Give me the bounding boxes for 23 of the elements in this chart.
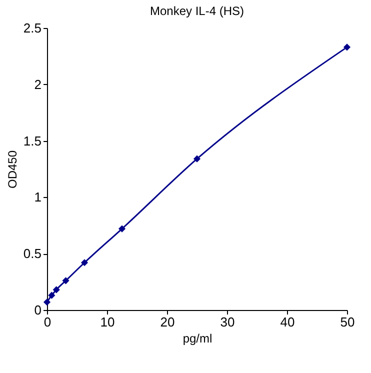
x-tick-label: 10 xyxy=(100,314,115,330)
point xyxy=(343,44,351,51)
point xyxy=(80,259,88,266)
y-tick-label: 1.5 xyxy=(23,133,42,148)
x-tick-label: 40 xyxy=(280,314,295,330)
y-tick-label: 0.5 xyxy=(23,246,42,262)
x-axis-title: pg/ml xyxy=(182,332,212,346)
point xyxy=(118,225,126,232)
x-tick-label: 20 xyxy=(160,314,175,330)
point xyxy=(52,286,60,294)
x-tick-label: 0 xyxy=(44,314,52,330)
y-tick-label: 0 xyxy=(34,302,42,318)
x-tick-label: 50 xyxy=(340,314,355,330)
y-tick-label: 1 xyxy=(34,190,42,205)
y-tick-label: 2 xyxy=(34,76,42,92)
chart-title: Monkey IL-4 (HS) xyxy=(150,4,244,18)
x-tick-label: 30 xyxy=(220,314,235,330)
y-tick-label: 2.5 xyxy=(23,20,42,36)
point xyxy=(62,277,70,284)
point xyxy=(43,298,51,306)
point xyxy=(48,292,56,299)
point xyxy=(193,155,201,162)
y-axis-title: OD450 xyxy=(5,150,20,189)
